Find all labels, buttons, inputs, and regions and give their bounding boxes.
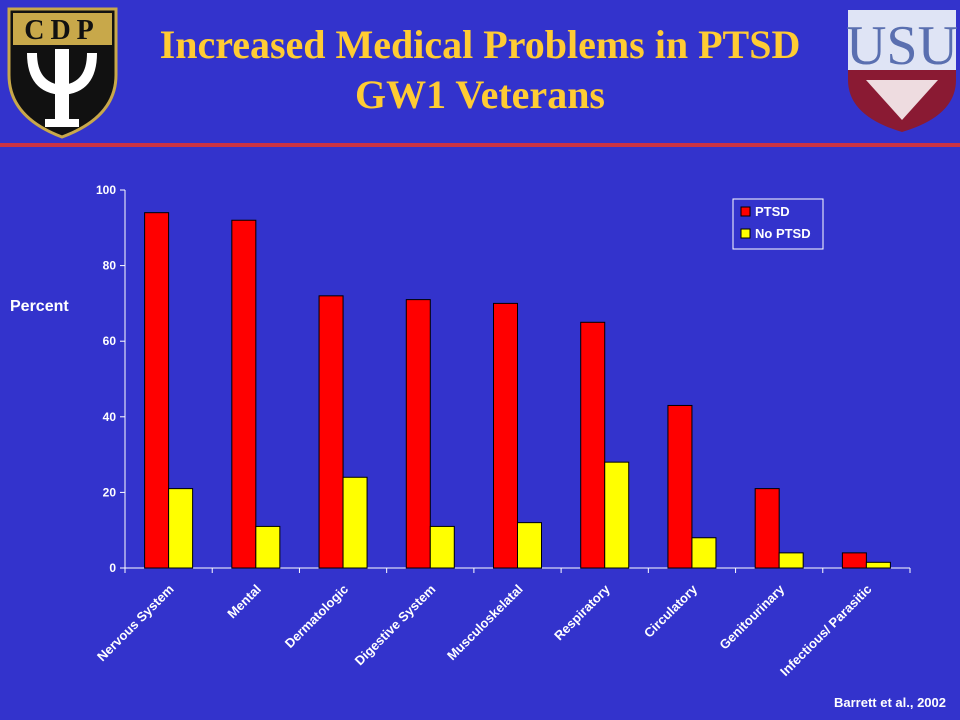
y-tick-label: 60 (103, 334, 117, 348)
bar-no-ptsd (517, 522, 542, 569)
bar-no-ptsd (255, 525, 281, 569)
legend-box (732, 198, 824, 250)
cdp-logo: CDP (7, 7, 118, 139)
category-label: Infectious/ Parasitic (777, 582, 874, 679)
bar-ptsd (667, 404, 693, 569)
category-label: Circulatory (641, 581, 701, 641)
citation: Barrett et al., 2002 (833, 695, 946, 710)
legend-swatch (740, 206, 751, 217)
category-label: Digestive System (352, 582, 439, 669)
bar-ptsd (493, 302, 518, 569)
legend-swatch (740, 228, 751, 239)
bar-ptsd (144, 212, 170, 569)
bar-no-ptsd (168, 488, 194, 569)
bar-ptsd (841, 552, 867, 569)
y-tick-label: 20 (103, 485, 117, 499)
bar-no-ptsd (778, 552, 804, 569)
legend-label: No PTSD (755, 226, 811, 241)
slide-title: Increased Medical Problems in PTSD GW1 V… (120, 20, 840, 120)
y-tick-label: 40 (103, 410, 117, 424)
bar-ptsd (231, 219, 257, 569)
bar-no-ptsd (604, 461, 630, 569)
cdp-logo-text: CDP (24, 15, 100, 46)
y-tick-label: 0 (109, 561, 116, 575)
usu-logo: USU (846, 10, 958, 132)
category-label: Genitourinary (716, 581, 787, 652)
category-label: Musculoskelatal (444, 582, 526, 664)
bar-no-ptsd (429, 525, 455, 569)
category-label: Respiratory (551, 581, 613, 643)
y-axis-label: Percent (10, 298, 69, 315)
category-label: Mental (224, 582, 264, 622)
y-tick-label: 80 (103, 259, 117, 273)
bar-no-ptsd (691, 537, 717, 569)
bar-ptsd (580, 321, 606, 569)
title-line-1: Increased Medical Problems in PTSD (159, 22, 801, 67)
category-label: Dermatologic (282, 582, 351, 651)
legend-label: PTSD (755, 204, 790, 219)
usu-logo-text: USU (846, 15, 958, 77)
y-tick-label: 100 (96, 183, 116, 197)
bar-ptsd (754, 488, 780, 569)
title-divider (0, 143, 960, 147)
bar-no-ptsd (342, 476, 368, 569)
bar-no-ptsd (865, 561, 891, 569)
title-line-2: GW1 Veterans (355, 72, 605, 117)
bar-ptsd (318, 295, 344, 569)
bar-ptsd (405, 299, 431, 569)
category-label: Nervous System (94, 582, 177, 665)
